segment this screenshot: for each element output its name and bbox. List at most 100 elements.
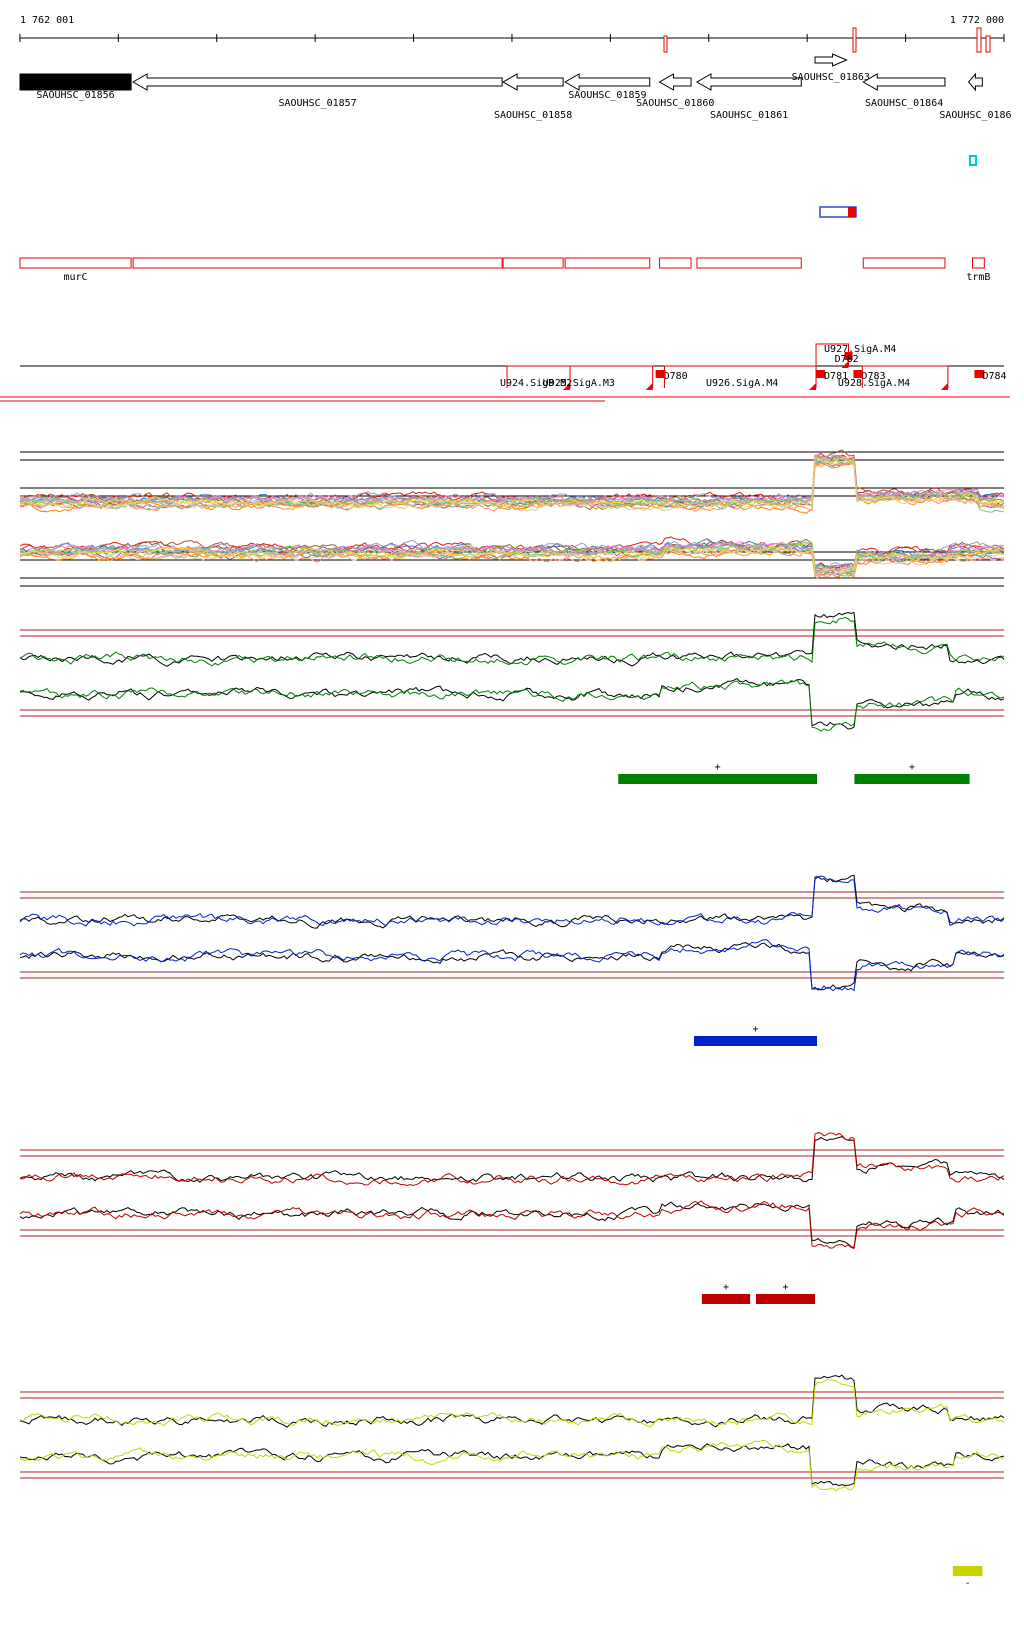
operon-box [19, 257, 132, 269]
red-mark [976, 27, 982, 53]
profile-lower [19, 1439, 1005, 1492]
call-bar [701, 1294, 751, 1304]
operon-box [862, 257, 946, 269]
operon-track: murC trmB [19, 257, 990, 283]
condition-track: + + [19, 611, 1005, 784]
profile-upper-black [19, 1374, 1005, 1428]
profile-lower-black [19, 1443, 1005, 1487]
gene-arrow [862, 73, 946, 91]
all-profiles-track [19, 449, 1005, 587]
gene-label: SAOUHSC_01863 [792, 72, 870, 83]
call-label: + [752, 1024, 758, 1035]
gene-arrow [19, 73, 132, 91]
profile-upper [19, 1132, 1005, 1187]
operon-box [972, 257, 985, 269]
segment-bracket [569, 365, 654, 388]
red-mark [985, 35, 991, 53]
segment-bracket [861, 365, 949, 388]
gene-arrow [502, 73, 564, 91]
call-bar [756, 1294, 816, 1304]
profile-lower [19, 679, 1005, 732]
profile-line [19, 457, 1005, 508]
gene-label: SAOUHSC_01857 [278, 98, 356, 109]
operon-box [696, 257, 802, 269]
profile-lower-black [19, 1201, 1005, 1249]
call-label: + [909, 762, 915, 773]
segment-mark [816, 370, 825, 378]
red-mark [852, 27, 857, 53]
axis-start-label: 1 762 001 [20, 15, 74, 26]
gene-label: SAOUHSC_01859 [568, 90, 646, 101]
profile-upper [19, 616, 1005, 667]
segment-label: U927.SigA.M4 [824, 344, 896, 355]
operon-box [564, 257, 651, 269]
profile-lower [19, 939, 1005, 992]
axis-end-label: 1 772 000 [950, 15, 1004, 26]
segment-triangle [563, 383, 571, 390]
gene-label: SAOUHSC_01858 [494, 110, 572, 121]
call-bar [854, 774, 970, 784]
profile-lower-black [19, 677, 1005, 730]
call-label: + [783, 1282, 789, 1293]
gene-label: SAOUHSC_01864 [865, 98, 943, 109]
segment-label: D782 [835, 354, 859, 365]
gene-arrow [564, 73, 651, 91]
profile-lower [19, 1200, 1005, 1250]
gene-arrow [967, 72, 983, 92]
annotation-marks [663, 27, 991, 218]
segment-label: U925.SigA.M3 [543, 378, 615, 389]
profile-upper-black [19, 1136, 1005, 1183]
gene-label: SAOUHSC_0186 [939, 110, 1011, 121]
call-label: + [715, 762, 721, 773]
red-mark [663, 35, 668, 53]
operon-label: murC [64, 272, 88, 283]
segment-triangle [940, 383, 948, 390]
condition-track: - [19, 1374, 1005, 1589]
profile-upper [19, 875, 1005, 927]
segment-mark [844, 352, 853, 360]
segment-mark [974, 370, 985, 378]
profile-upper-black [19, 611, 1005, 667]
operon-box [659, 257, 692, 269]
segment-label: U924.SigB.M2 [500, 378, 572, 389]
segment-triangle [841, 361, 849, 368]
segment-mark [655, 370, 666, 378]
condition-track: + [19, 874, 1005, 1046]
gene-arrow [132, 73, 503, 91]
profile-line [19, 459, 1005, 512]
profile-line [19, 456, 1005, 512]
condition-track: + + [19, 1132, 1005, 1304]
gene-label: SAOUHSC_01860 [636, 98, 714, 109]
profile-upper-black [19, 874, 1005, 929]
segment-triangle [809, 383, 817, 390]
profile-lower-black [19, 942, 1005, 991]
gene-arrow [695, 73, 802, 91]
call-label: - [965, 1578, 971, 1589]
operon-box [132, 257, 503, 269]
call-bar [618, 774, 818, 784]
segment-label: D784 [982, 371, 1006, 382]
call-bar [694, 1036, 818, 1046]
gene-arrow [658, 73, 692, 91]
call-label: + [723, 1282, 729, 1293]
profile-line [19, 547, 1005, 579]
segment-label: D780 [664, 371, 688, 382]
segment-mark [853, 370, 863, 378]
profile-line [19, 545, 1005, 575]
profile-upper [19, 1379, 1005, 1428]
condition-tracks: + +++ +- [19, 611, 1005, 1589]
cyan-mark [969, 155, 977, 166]
gene-label: SAOUHSC_01856 [36, 90, 114, 101]
coordinate-axis: 1 762 001 1 772 000 [19, 15, 1005, 42]
operon-label: trmB [966, 272, 990, 283]
segment-label: D781 [824, 371, 848, 382]
segment-label: U926.SigA.M4 [706, 378, 778, 389]
operon-box [502, 257, 564, 269]
segment-label: U928.SigA.M4 [838, 378, 910, 389]
segment-label: D783 [861, 371, 885, 382]
gene-arrow [814, 53, 848, 67]
blue-box-end [848, 207, 856, 217]
call-bar [952, 1566, 983, 1576]
